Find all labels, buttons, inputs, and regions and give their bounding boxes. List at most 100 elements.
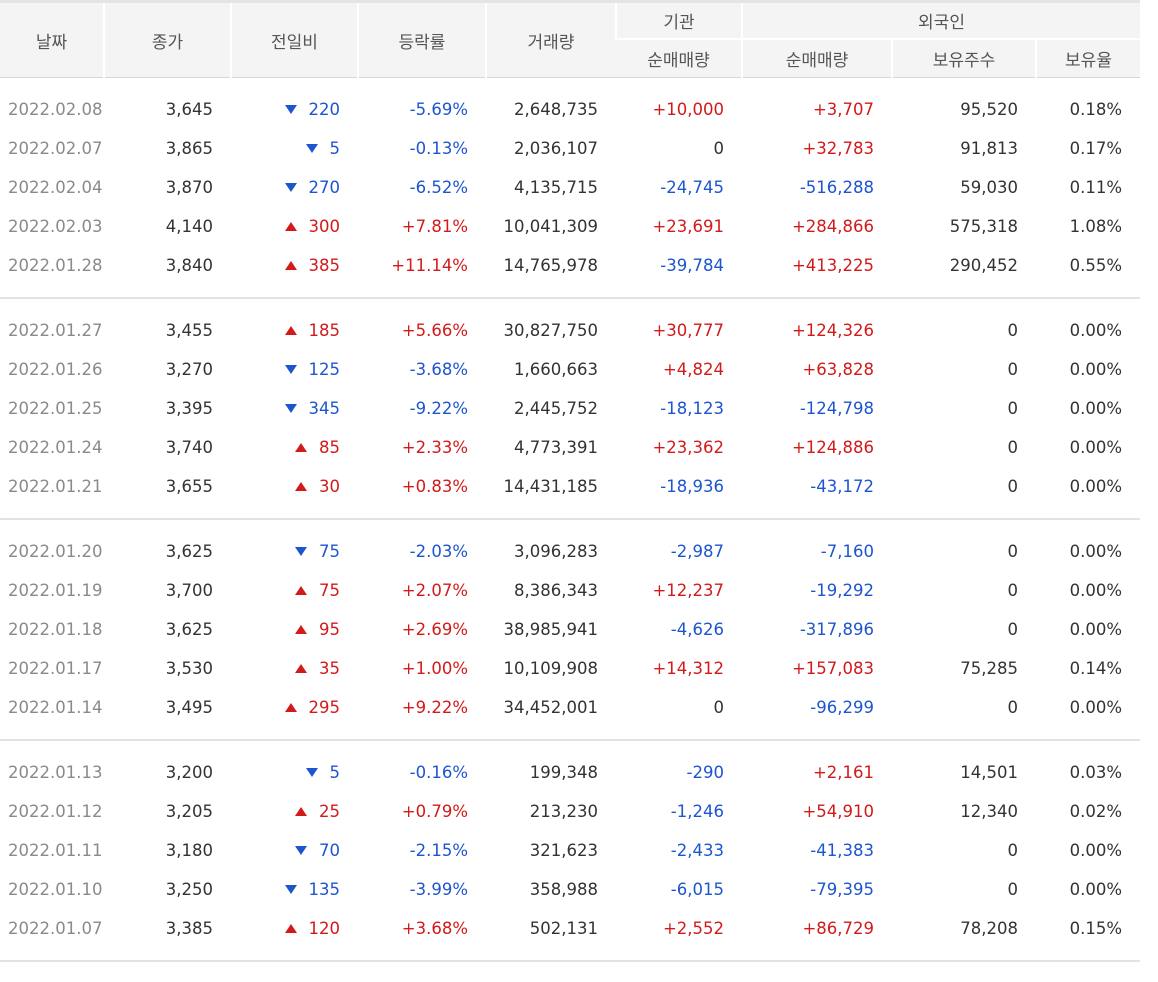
cell-volume: 1,660,663 <box>514 360 598 379</box>
cell-holdings: 0 <box>1007 698 1019 717</box>
daily-price-table-container: 날짜 종가 전일비 등락률 거래량 기관 외국인 순매매량 순매매량 보유주수 … <box>0 0 1141 962</box>
cell-inst-net: 0 <box>713 139 725 158</box>
cell-foreign-net: +54,910 <box>802 802 874 821</box>
group-divider <box>0 948 1141 962</box>
triangle-up-icon <box>284 261 297 270</box>
cell-foreign-net: -96,299 <box>810 698 874 717</box>
header-date: 날짜 <box>0 0 104 78</box>
triangle-down-icon <box>284 404 297 413</box>
diff-value: 25 <box>319 802 340 821</box>
triangle-down-icon <box>295 846 307 855</box>
cell-ratio: 0.00% <box>1069 542 1123 561</box>
table-row: 2022.01.21 3,655 30 +0.83% 14,431,185 -18,936… <box>0 467 1140 506</box>
cell-diff: 345 <box>231 389 358 428</box>
table-row: 2022.02.08 3,645 220 -5.69% 2,648,735 +10,000… <box>0 90 1140 129</box>
cell-ratio: 0.18% <box>1069 100 1123 119</box>
cell-ratio: 0.00% <box>1069 698 1123 717</box>
daily-price-table: 날짜 종가 전일비 등락률 거래량 기관 외국인 순매매량 순매매량 보유주수 … <box>0 0 1141 962</box>
cell-foreign-net: +86,729 <box>802 919 874 938</box>
cell-ratio: 0.14% <box>1069 659 1123 678</box>
cell-date: 2022.01.17 <box>8 659 103 678</box>
cell-diff: 75 <box>231 571 358 610</box>
diff-value: 345 <box>308 399 341 418</box>
triangle-down-icon <box>284 183 297 192</box>
table-row: 2022.01.07 3,385 120 +3.68% 502,131 +2,552 +86… <box>0 909 1140 948</box>
cell-volume: 14,765,978 <box>503 256 598 275</box>
diff-value: 220 <box>308 100 341 119</box>
cell-rate: +2.33% <box>401 438 468 457</box>
cell-foreign-net: +2,161 <box>812 763 874 782</box>
cell-ratio: 0.55% <box>1069 256 1123 275</box>
cell-rate: +11.14% <box>391 256 468 275</box>
table-row: 2022.01.26 3,270 125 -3.68% 1,660,663 +4,824 +… <box>0 350 1140 389</box>
cell-foreign-net: -41,383 <box>810 841 874 860</box>
cell-inst-net: +23,362 <box>652 438 724 457</box>
cell-date: 2022.01.25 <box>8 399 103 418</box>
cell-close: 3,740 <box>165 438 213 457</box>
table-header: 날짜 종가 전일비 등락률 거래량 기관 외국인 순매매량 순매매량 보유주수 … <box>0 0 1141 78</box>
header-volume: 거래량 <box>485 0 616 78</box>
table-row: 2022.02.07 3,865 5 -0.13% 2,036,107 0 +32,783 9… <box>0 129 1140 168</box>
table-row: 2022.01.17 3,530 35 +1.00% 10,109,908 +14,312… <box>0 649 1140 688</box>
triangle-up-icon <box>284 703 297 712</box>
table-row: 2022.01.10 3,250 135 -3.99% 358,988 -6,015 -79… <box>0 870 1140 909</box>
cell-foreign-net: +284,866 <box>791 217 874 236</box>
diff-value: 385 <box>308 256 341 275</box>
cell-diff: 300 <box>231 207 358 246</box>
cell-inst-net: -290 <box>686 763 724 782</box>
cell-date: 2022.01.27 <box>8 321 103 340</box>
cell-inst-net: +23,691 <box>652 217 724 236</box>
cell-date: 2022.02.03 <box>8 217 103 236</box>
cell-rate: +3.68% <box>401 919 468 938</box>
triangle-up-icon <box>284 326 297 335</box>
cell-rate: -9.22% <box>409 399 468 418</box>
cell-diff: 125 <box>231 350 358 389</box>
cell-close: 4,140 <box>165 217 213 236</box>
cell-close: 3,180 <box>165 841 213 860</box>
cell-date: 2022.01.10 <box>8 880 103 899</box>
cell-close: 3,700 <box>165 581 213 600</box>
cell-diff: 5 <box>231 129 358 168</box>
triangle-up-icon <box>295 664 307 673</box>
cell-volume: 34,452,001 <box>503 698 598 717</box>
cell-volume: 3,096,283 <box>514 542 598 561</box>
cell-ratio: 0.02% <box>1069 802 1123 821</box>
table-row: 2022.01.19 3,700 75 +2.07% 8,386,343 +12,237 -… <box>0 571 1140 610</box>
cell-volume: 199,348 <box>529 763 598 782</box>
cell-date: 2022.02.08 <box>8 100 103 119</box>
group-spacer <box>0 78 1140 91</box>
triangle-down-icon <box>284 885 297 894</box>
cell-foreign-net: +32,783 <box>802 139 874 158</box>
cell-date: 2022.02.04 <box>8 178 103 197</box>
cell-volume: 10,041,309 <box>503 217 598 236</box>
cell-diff: 5 <box>231 753 358 792</box>
cell-inst-net: +12,237 <box>652 581 724 600</box>
cell-volume: 4,135,715 <box>514 178 598 197</box>
cell-ratio: 0.17% <box>1069 139 1123 158</box>
cell-inst-net: -39,784 <box>660 256 724 275</box>
cell-rate: -5.69% <box>409 100 468 119</box>
cell-diff: 220 <box>231 90 358 129</box>
cell-volume: 213,230 <box>529 802 598 821</box>
diff-value: 300 <box>308 217 341 236</box>
cell-volume: 30,827,750 <box>503 321 598 340</box>
group-divider <box>0 285 1141 299</box>
cell-rate: +7.81% <box>401 217 468 236</box>
cell-ratio: 0.15% <box>1069 919 1123 938</box>
group-spacer <box>0 298 1140 311</box>
cell-foreign-net: +124,886 <box>791 438 874 457</box>
cell-diff: 25 <box>231 792 358 831</box>
cell-close: 3,870 <box>165 178 213 197</box>
cell-diff: 385 <box>231 246 358 285</box>
cell-date: 2022.01.19 <box>8 581 103 600</box>
cell-foreign-net: -43,172 <box>810 477 874 496</box>
header-diff: 전일비 <box>230 0 358 78</box>
cell-date: 2022.01.21 <box>8 477 103 496</box>
cell-inst-net: -18,936 <box>660 477 724 496</box>
cell-close: 3,645 <box>165 100 213 119</box>
cell-diff: 70 <box>231 831 358 870</box>
cell-diff: 85 <box>231 428 358 467</box>
cell-rate: +2.07% <box>401 581 468 600</box>
header-ratio: 보유율 <box>1034 38 1141 78</box>
cell-close: 3,655 <box>165 477 213 496</box>
